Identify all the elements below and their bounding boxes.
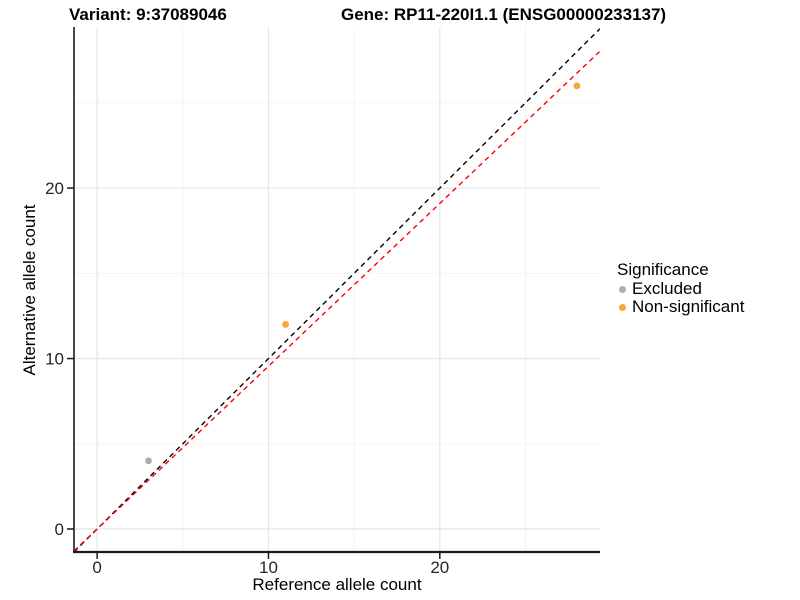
fit-line xyxy=(74,50,600,552)
legend-item-label: Non-significant xyxy=(632,297,745,316)
x-tick-label: 20 xyxy=(430,558,449,577)
variant-title: Variant: 9:37089046 xyxy=(69,5,227,24)
data-point xyxy=(282,321,289,328)
legend-item-excluded: Excluded xyxy=(617,280,744,298)
x-tick-label: 0 xyxy=(92,558,101,577)
data-point xyxy=(145,457,152,465)
legend-title: Significance xyxy=(617,260,709,279)
legend-item-non-significant: Non-significant xyxy=(617,298,744,316)
x-axis-title: Reference allele count xyxy=(252,575,422,594)
identity-line xyxy=(74,28,600,552)
data-point xyxy=(573,82,581,90)
gene-title: Gene: RP11-220I1.1 (ENSG00000233137) xyxy=(341,5,667,24)
x-tick-label: 10 xyxy=(259,558,278,577)
y-tick-label: 10 xyxy=(45,350,64,369)
y-tick-label: 20 xyxy=(45,179,64,198)
y-tick-label: 0 xyxy=(55,520,64,539)
y-axis-title: Alternative allele count xyxy=(20,204,39,376)
legend-item-label: Excluded xyxy=(632,279,702,298)
excluded-dot-icon xyxy=(619,285,626,293)
legend: Significance Excluded Non-significant xyxy=(617,261,744,316)
non-significant-dot-icon xyxy=(619,303,626,311)
